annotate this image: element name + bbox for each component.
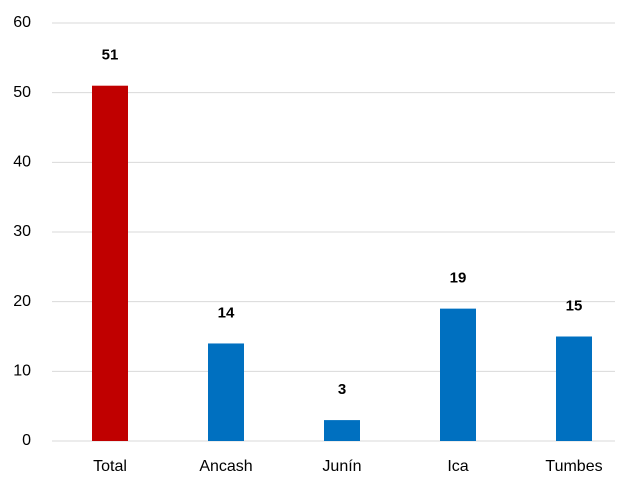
y-tick-label: 20 bbox=[13, 293, 31, 310]
x-tick-label: Ica bbox=[447, 458, 468, 475]
value-label: 15 bbox=[566, 297, 583, 314]
x-tick-label: Tumbes bbox=[545, 458, 602, 475]
bar bbox=[92, 85, 128, 441]
value-label: 51 bbox=[102, 47, 119, 64]
bar bbox=[324, 420, 360, 441]
y-tick-label: 30 bbox=[13, 223, 31, 240]
x-tick-label: Junín bbox=[322, 458, 361, 475]
x-tick-label: Total bbox=[93, 458, 127, 475]
y-tick-label: 60 bbox=[13, 14, 31, 31]
value-label: 19 bbox=[450, 270, 467, 287]
y-tick-label: 0 bbox=[22, 432, 31, 449]
x-tick-label: Ancash bbox=[199, 458, 252, 475]
value-label: 3 bbox=[338, 381, 346, 398]
y-tick-label: 10 bbox=[13, 363, 31, 380]
y-tick-label: 40 bbox=[13, 154, 31, 171]
y-tick-label: 50 bbox=[13, 84, 31, 101]
bar bbox=[556, 336, 592, 441]
bar bbox=[440, 308, 476, 441]
value-label: 14 bbox=[218, 304, 235, 321]
bar bbox=[208, 343, 244, 441]
